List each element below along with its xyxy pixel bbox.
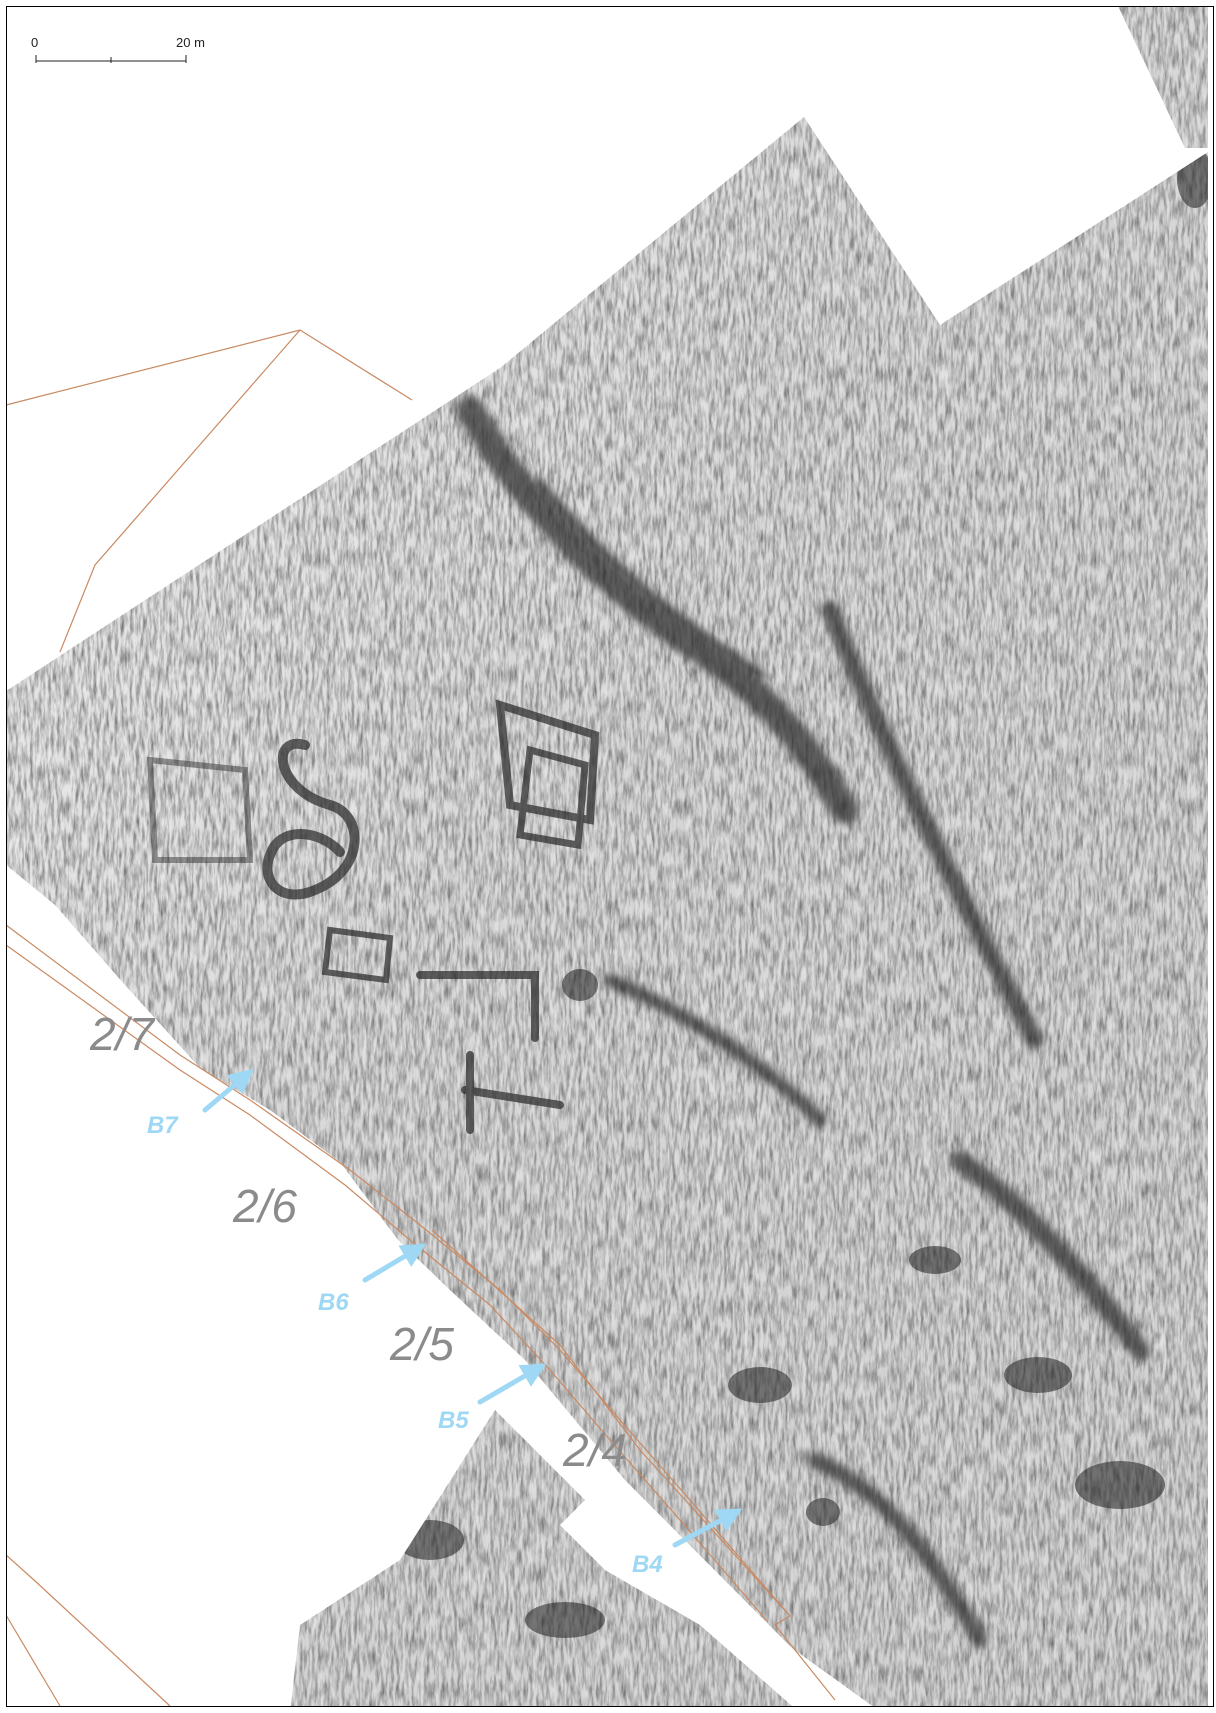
parcel-boundary-west	[59, 329, 301, 653]
eastern-linear-anomaly	[821, 601, 1044, 1049]
dark-pit-anomaly	[562, 969, 598, 1001]
parcel-boundaries	[6, 329, 836, 1707]
trench-label-b6: B6	[318, 1289, 349, 1316]
cross-wall-feature	[416, 971, 564, 1134]
parcel-boundary-road-east	[431, 1229, 836, 1701]
arrow-icon-b5	[477, 1363, 547, 1405]
dark-patch-anomaly	[1075, 1461, 1165, 1509]
secondary-linear-anomaly	[534, 479, 766, 681]
parcel-boundary-road-west	[6, 924, 791, 1617]
major-linear-anomaly	[456, 396, 859, 824]
southeast-edge-band	[807, 1452, 988, 1648]
arrow-icon-b6	[362, 1243, 427, 1283]
parcel-boundary-southwest-short	[6, 1614, 61, 1707]
trench-label-b4: B4	[632, 1551, 663, 1578]
plot-label-2-6: 2/6	[232, 1180, 297, 1232]
southeast-dark-band	[950, 1150, 1150, 1360]
scale-bar: 0 20 m	[31, 35, 205, 63]
plot-label-2-7: 2/7	[89, 1008, 155, 1060]
southern-linear-anomaly	[603, 973, 827, 1127]
plot-label-2-5: 2/5	[389, 1318, 454, 1370]
circular-feature-north	[262, 738, 360, 900]
scale-bar-end-label: 20 m	[176, 35, 205, 50]
trench-label-b7: B7	[147, 1112, 179, 1139]
western-square-feature	[146, 756, 254, 863]
dark-patch-anomaly	[525, 1602, 605, 1638]
parcel-boundary-southwest	[6, 1554, 171, 1707]
scale-bar-start-label: 0	[31, 35, 38, 50]
dark-patch-anomaly	[909, 1246, 961, 1274]
plot-label-2-4: 2/4	[562, 1424, 627, 1476]
dark-pit-anomaly	[806, 1498, 840, 1526]
dark-patch-anomaly	[728, 1367, 792, 1403]
plot-labels: 2/7 2/6 2/5 2/4	[89, 1008, 627, 1476]
trench-markers	[202, 1068, 743, 1548]
dark-anomalies	[146, 396, 1150, 1648]
arrow-icon-b4	[672, 1508, 743, 1548]
inner-rectangular-feature	[516, 745, 589, 850]
rectangular-feature-center	[495, 699, 600, 825]
map-frame-border	[6, 6, 1214, 1707]
trench-label-b5: B5	[438, 1407, 469, 1434]
small-square-feature	[321, 926, 394, 984]
parcel-boundary-road-inner	[6, 944, 769, 1623]
trench-labels: B7 B6 B5 B4	[147, 1112, 663, 1578]
arrow-icon-b7	[202, 1068, 254, 1113]
dark-patch-anomaly	[1004, 1357, 1072, 1393]
